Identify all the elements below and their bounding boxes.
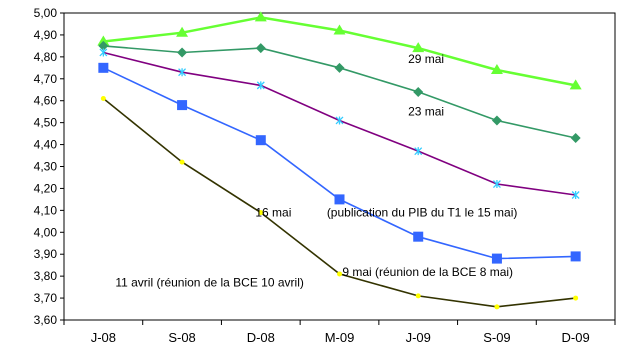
data-point-s4-6 — [491, 253, 502, 264]
data-point-s2-4 — [334, 62, 345, 73]
data-point-s3-7 — [571, 191, 580, 200]
data-point-s1-1 — [97, 35, 110, 46]
y-tick-label: 3,80 — [34, 269, 58, 283]
data-point-s3-3 — [256, 81, 265, 90]
data-point-s5-2 — [179, 159, 185, 165]
data-point-s4-7 — [570, 251, 581, 262]
x-tick-label: J-08 — [91, 330, 116, 345]
data-point-s4-3 — [255, 135, 266, 146]
annotation-label: (publication du PIB du T1 le 15 mai) — [327, 206, 518, 220]
data-point-s2-1 — [98, 40, 109, 51]
data-point-s2-2 — [177, 47, 188, 58]
data-point-s1-2 — [176, 26, 189, 37]
x-axis: J-08 S-08 D-08 M-09 J-09 S-09 D-09 — [63, 320, 616, 345]
y-tick-label: 4,20 — [34, 181, 58, 195]
annotation-label: 9 mai (réunion de la BCE 8 mai) — [342, 265, 513, 279]
y-tick-label: 4,80 — [34, 50, 58, 64]
annotation-label: 29 mai — [408, 52, 444, 66]
data-point-s3-5 — [414, 147, 423, 156]
y-tick-label: 4,30 — [34, 160, 58, 174]
data-point-s4-5 — [413, 231, 424, 242]
data-point-s5-3 — [258, 210, 264, 216]
data-point-s5-7 — [573, 295, 579, 301]
data-point-s1-3 — [254, 11, 267, 22]
y-tick-label: 4,40 — [34, 138, 58, 152]
y-tick-label: 4,70 — [34, 72, 58, 86]
data-point-s2-5 — [413, 86, 424, 97]
x-tick-label: D-08 — [247, 330, 275, 345]
x-tick-label: S-09 — [483, 330, 510, 345]
data-point-s4-2 — [177, 100, 188, 111]
x-tick-label: D-09 — [562, 330, 590, 345]
data-point-s3-4 — [335, 116, 344, 125]
data-point-s2-3 — [255, 43, 266, 54]
data-point-s1-5 — [412, 42, 425, 53]
y-axis: 3,60 3,70 3,80 3,90 4,00 4,10 4,20 4,30 4,40 4,50… — [34, 6, 64, 327]
y-tick-label: 4,00 — [34, 225, 58, 239]
annotations: 29 mai 23 mai 16 mai (publication du PIB du… — [115, 52, 517, 290]
x-tick-label: S-08 — [168, 330, 195, 345]
data-point-s1-4 — [333, 24, 346, 35]
data-point-s1-6 — [490, 64, 503, 75]
data-point-s5-1 — [100, 96, 106, 102]
annotation-label: 11 avril (réunion de la BCE 10 avril) — [115, 276, 304, 290]
annotation-label: 23 mai — [408, 105, 444, 119]
x-tick-label: M-09 — [325, 330, 355, 345]
data-point-s3-1 — [99, 48, 108, 57]
data-point-s5-5 — [415, 293, 421, 299]
data-point-s3-2 — [178, 68, 187, 77]
series-layer — [97, 11, 582, 310]
y-tick-label: 4,60 — [34, 94, 58, 108]
y-tick-label: 3,90 — [34, 247, 58, 261]
data-point-s5-4 — [337, 271, 342, 277]
data-point-s5-6 — [494, 304, 500, 310]
data-point-s2-6 — [491, 115, 502, 126]
data-point-s2-7 — [570, 132, 581, 143]
data-point-s4-1 — [98, 62, 109, 73]
y-tick-label: 4,90 — [34, 28, 58, 42]
annotation-label: 16 mai — [255, 206, 291, 220]
x-tick-label: J-09 — [406, 330, 431, 345]
y-tick-label: 4,10 — [34, 203, 58, 217]
y-tick-label: 3,60 — [34, 313, 58, 327]
data-point-s4-4 — [334, 194, 345, 205]
data-point-s3-6 — [492, 180, 501, 189]
y-tick-label: 5,00 — [34, 6, 58, 20]
y-tick-label: 3,70 — [34, 291, 58, 305]
data-point-s1-7 — [569, 79, 582, 90]
y-tick-label: 4,50 — [34, 116, 58, 130]
